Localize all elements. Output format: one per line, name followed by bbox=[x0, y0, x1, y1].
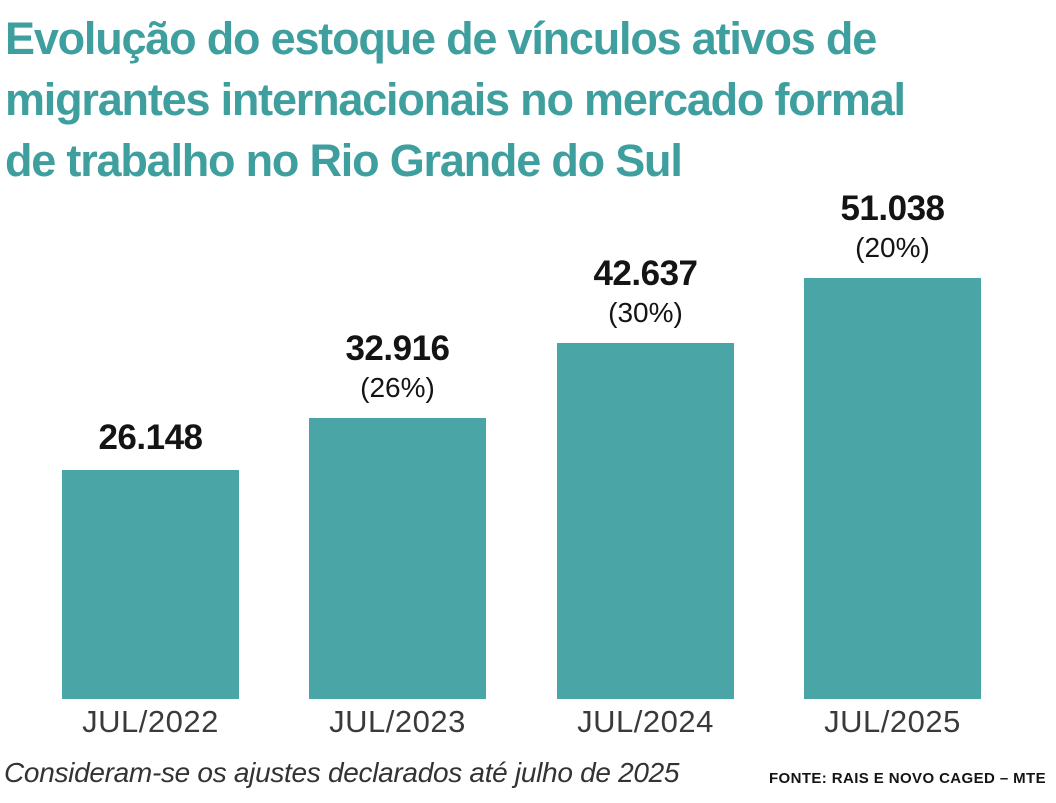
x-axis-label: JUL/2025 bbox=[824, 704, 961, 739]
bar bbox=[309, 418, 486, 699]
chart-title: Evolução do estoque de vínculos ativos d… bbox=[5, 13, 906, 186]
bar-label-group: 42.637 (30%) bbox=[517, 254, 774, 331]
bar-percent-label: (20%) bbox=[855, 232, 930, 263]
bar-label-group: 32.916 (26%) bbox=[269, 329, 526, 406]
bar-value-label: 26.148 bbox=[98, 418, 203, 457]
bar bbox=[62, 470, 239, 699]
bar bbox=[804, 278, 981, 699]
x-axis-label: JUL/2023 bbox=[329, 704, 466, 739]
chart-source: FONTE: RAIS E NOVO CAGED – MTE bbox=[768, 770, 1046, 787]
bar-value-label: 51.038 bbox=[840, 189, 945, 228]
chart-footnote: Consideram-se os ajustes declarados até … bbox=[4, 757, 680, 788]
bar-value-label: 42.637 bbox=[593, 254, 698, 293]
bar bbox=[557, 343, 734, 699]
bar-label-group: 51.038 (20%) bbox=[764, 189, 1021, 266]
bar-percent-label: (26%) bbox=[360, 372, 435, 403]
bar-label-group: 26.148 bbox=[22, 418, 279, 458]
x-axis-label: JUL/2022 bbox=[82, 704, 219, 739]
x-axis-label: JUL/2024 bbox=[577, 704, 714, 739]
bar-percent-label: (30%) bbox=[608, 297, 683, 328]
bar-value-label: 32.916 bbox=[345, 329, 450, 368]
